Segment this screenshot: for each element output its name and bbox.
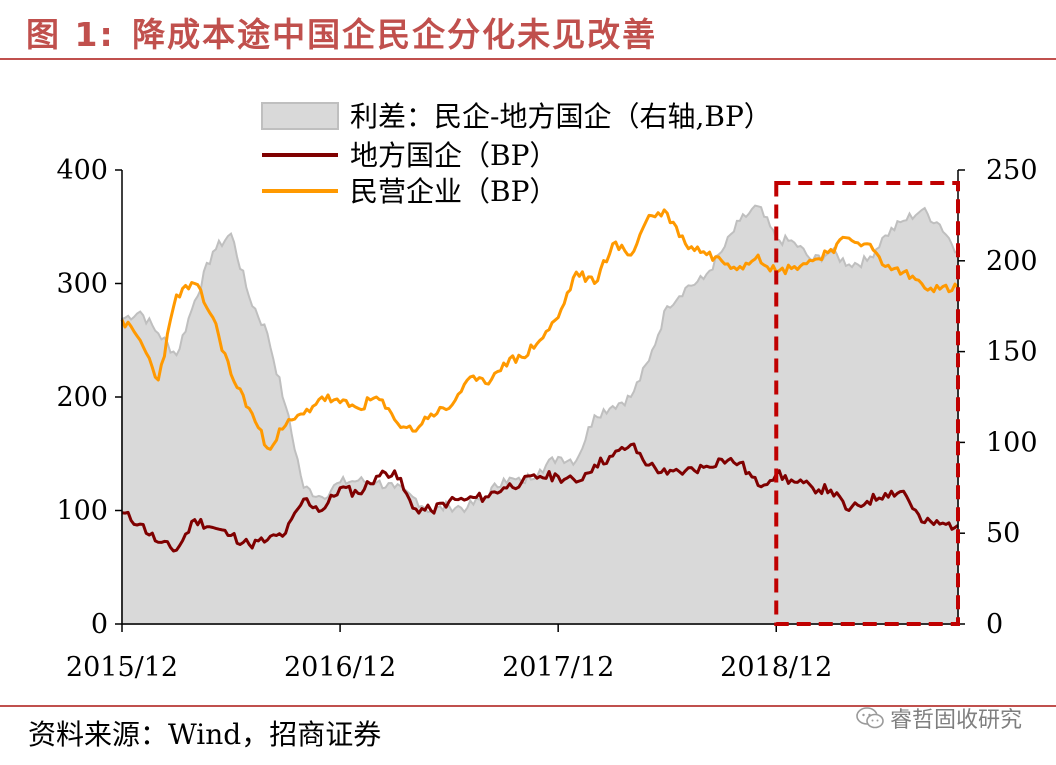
left-tick-label: 200 <box>56 382 108 413</box>
wechat-icon <box>856 707 884 729</box>
legend-label: 民营企业（BP） <box>350 175 557 208</box>
source-rule <box>0 705 1056 707</box>
watermark: 睿哲固收研究 <box>856 702 1022 734</box>
highlight-box <box>774 181 960 626</box>
x-tick-label: 2016/12 <box>284 652 396 683</box>
series-local-soe-line <box>121 442 959 553</box>
chart-canvas: 0 100 200 300 400 0 50 100 150 200 250 2015/12 2016/… <box>56 100 1038 683</box>
left-tick-label: 300 <box>56 269 108 300</box>
legend-swatch-spread <box>261 102 339 130</box>
x-tick-label: 2018/12 <box>720 652 832 683</box>
right-tick-label: 200 <box>986 246 1038 277</box>
legend-label: 地方国企（BP） <box>350 139 557 172</box>
series-spread-area <box>121 204 959 625</box>
title-prefix: 图 <box>26 15 61 54</box>
source-note: 资料来源：Wind，招商证券 <box>28 718 382 751</box>
right-tick-label: 100 <box>986 427 1038 458</box>
right-tick-label: 250 <box>986 155 1038 186</box>
left-tick-label: 400 <box>56 155 108 186</box>
left-tick-label: 100 <box>56 496 108 527</box>
title-rule <box>0 58 1056 60</box>
x-tick-label: 2017/12 <box>502 652 614 683</box>
title-text: 降成本途中国企民企分化未见改善 <box>132 15 658 54</box>
title-number: 1: <box>74 15 115 54</box>
legend-label: 利差：民企-地方国企（右轴,BP） <box>350 100 772 133</box>
right-tick-label: 50 <box>986 518 1020 549</box>
series-private-line <box>120 208 960 451</box>
figure-title: 图 1: 降成本途中国企民企分化未见改善 <box>26 8 657 56</box>
right-tick-label: 150 <box>986 337 1038 368</box>
x-tick-label: 2015/12 <box>66 652 178 683</box>
right-tick-label: 0 <box>986 609 1003 640</box>
left-tick-label: 0 <box>91 609 108 640</box>
watermark-text: 睿哲固收研究 <box>889 708 1022 733</box>
